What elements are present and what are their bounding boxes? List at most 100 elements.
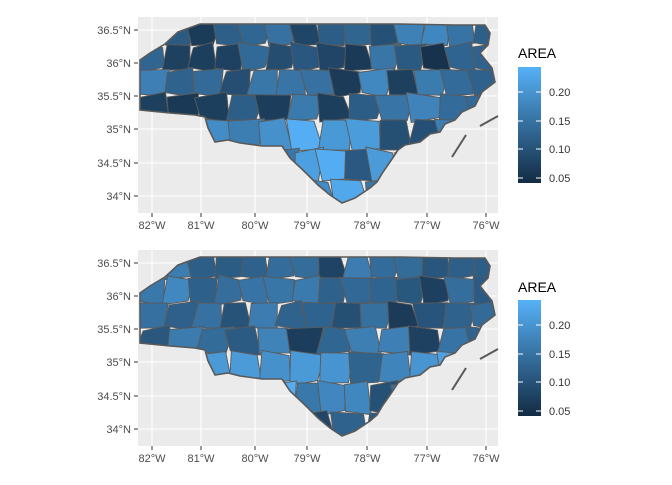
county-polygon — [377, 325, 411, 356]
legend-label: 0.10 — [549, 377, 570, 389]
x-tick-label: 78°W — [353, 220, 381, 232]
county-polygon — [348, 92, 385, 123]
legend-label: 0.20 — [549, 320, 570, 332]
county-polygon — [317, 24, 347, 47]
map-panel-bottom: 82°W 81°W 80°W 79°W 78°W 77°W 76°W 36.5°N36°N3… — [97, 250, 570, 465]
y-tick-label: 34°N — [106, 191, 131, 203]
county-polygon — [439, 68, 474, 97]
county-polygon — [298, 69, 335, 96]
legend-label: 0.15 — [549, 349, 570, 361]
county-polygon — [339, 276, 372, 305]
y-tick-label: 36.5°N — [97, 25, 131, 37]
y-axis-ticks: 36.5°N 36°N 35.5°N 35°N 34.5°N 34°N — [97, 258, 138, 436]
county-polygon — [265, 257, 295, 281]
county-polygon — [343, 24, 372, 47]
legend-label: 0.10 — [549, 144, 570, 156]
county-polygon — [317, 119, 352, 151]
x-tick-label: 79°W — [293, 453, 321, 465]
legend-label: 0.20 — [549, 87, 570, 99]
county-polygon — [386, 68, 420, 97]
county-polygon — [254, 94, 292, 121]
county-polygon — [315, 41, 348, 74]
y-tick-label: 35°N — [106, 357, 131, 369]
county-polygon — [161, 44, 191, 71]
county-polygon — [236, 41, 273, 74]
y-tick-label: 34°N — [106, 424, 131, 436]
county-polygon — [291, 275, 321, 306]
county-polygon — [164, 66, 195, 99]
y-tick-label: 35°N — [106, 124, 131, 136]
x-tick-label: 77°W — [413, 220, 441, 232]
state-outline — [139, 23, 496, 204]
county-polygon — [405, 91, 441, 124]
county-polygon — [235, 24, 272, 48]
x-tick-label: 76°W — [472, 453, 500, 465]
y-tick-label: 36°N — [106, 291, 131, 303]
county-polygon — [319, 352, 354, 384]
y-axis-ticks: 36.5°N 36°N 35.5°N 35°N 34.5°N 34°N — [97, 25, 138, 203]
x-tick-label: 82°W — [138, 220, 166, 232]
county-polygon — [443, 275, 477, 306]
y-tick-label: 35.5°N — [97, 91, 131, 103]
county-polygon — [418, 275, 450, 306]
county-polygon — [330, 302, 362, 329]
x-axis-ticks: 82°W 81°W 80°W 79°W 78°W 77°W 76°W — [138, 213, 500, 232]
y-tick-label: 34.5°N — [97, 158, 131, 170]
sound-island-line — [479, 348, 499, 360]
county-polygon — [213, 274, 244, 307]
county-polygon — [408, 325, 442, 356]
county-polygon — [257, 327, 291, 354]
county-polygon — [161, 275, 194, 306]
outer-banks-line — [451, 367, 467, 391]
legend-label: 0.05 — [549, 406, 570, 418]
legend-ticks: 0.20 0.15 0.10 0.05 — [518, 87, 570, 185]
county-polygon — [263, 24, 295, 47]
legend-label: 0.05 — [549, 173, 570, 185]
county-polygon — [262, 275, 295, 306]
y-tick-label: 34.5°N — [97, 391, 131, 403]
county-polygon — [224, 325, 262, 356]
state-outline — [139, 256, 496, 437]
county-polygon — [315, 325, 351, 356]
county-polygon — [192, 68, 224, 97]
y-tick-label: 36.5°N — [97, 258, 131, 270]
map-panel-top: 82°W 81°W 80°W 79°W 78°W 77°W 76°W 36.5°N36°N3… — [97, 17, 570, 232]
x-axis-ticks: 82°W 81°W 80°W 79°W 78°W 77°W 76°W — [138, 446, 500, 465]
x-tick-label: 78°W — [353, 453, 381, 465]
county-polygon — [348, 351, 385, 385]
county-polygon — [140, 302, 169, 329]
y-tick-label: 36°N — [106, 58, 131, 70]
legend-ticks: 0.20 0.15 0.10 0.05 — [518, 320, 570, 418]
x-tick-label: 81°W — [187, 453, 215, 465]
outer-banks-line — [451, 134, 467, 158]
county-polygon — [327, 67, 363, 98]
county-polygon — [412, 302, 449, 329]
legend-colorbar — [518, 300, 541, 416]
y-tick-label: 35.5°N — [97, 324, 131, 336]
legend: AREA 0.20 0.15 0.10 0.05 — [518, 45, 570, 185]
sound-island-line — [479, 115, 499, 127]
legend: AREA 0.20 0.15 0.10 0.05 — [518, 279, 570, 418]
county-polygon — [317, 379, 346, 417]
x-tick-label: 79°W — [293, 220, 321, 232]
county-polygon — [265, 42, 297, 73]
county-polygon — [369, 276, 398, 305]
legend-label: 0.15 — [549, 116, 570, 128]
x-tick-label: 76°W — [472, 220, 500, 232]
county-polygon — [374, 94, 415, 121]
x-tick-label: 80°W — [241, 453, 269, 465]
x-tick-label: 80°W — [241, 220, 269, 232]
county-polygon — [359, 302, 394, 329]
x-tick-label: 82°W — [138, 453, 166, 465]
county-polygon — [187, 277, 218, 304]
legend-title: AREA — [518, 45, 557, 61]
county-polygon — [343, 380, 372, 416]
legend-colorbar — [518, 67, 541, 183]
legend-title: AREA — [518, 279, 557, 295]
county-polygon — [420, 24, 451, 46]
county-polygon — [247, 302, 278, 329]
county-polygon — [286, 93, 325, 122]
x-tick-label: 77°W — [413, 453, 441, 465]
x-tick-label: 81°W — [187, 220, 215, 232]
